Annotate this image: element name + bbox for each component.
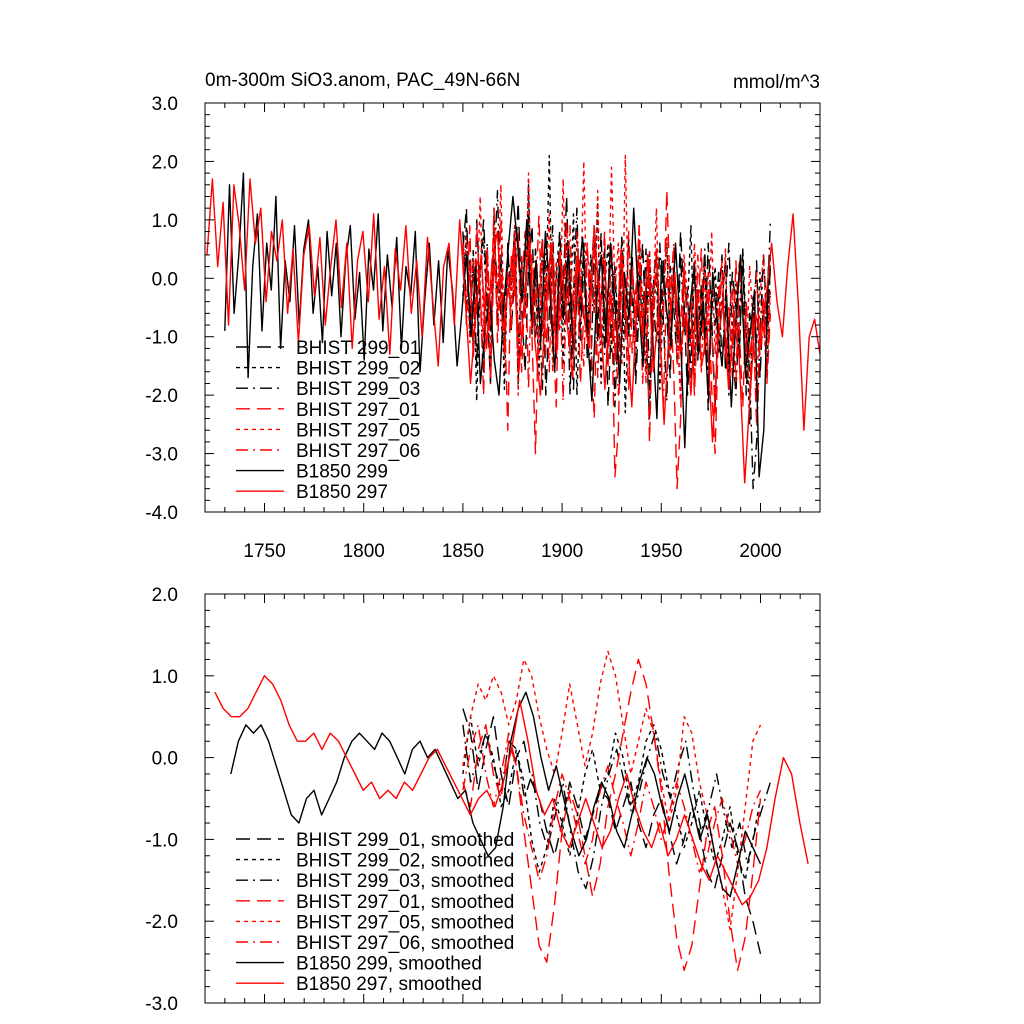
legend-label: BHIST 297_05 [296,420,420,441]
legend-label: BHIST 299_03, smoothed [296,871,514,892]
y-tick-label: 2.0 [152,585,178,606]
y-tick-label: -2.0 [145,386,178,407]
legend-label: B1850 299 [296,462,388,483]
series-layer [206,154,821,490]
chart-units: mmol/m^3 [733,72,820,93]
y-tick-label: 1.0 [152,211,178,232]
y-tick-label: -2.0 [145,912,178,933]
legend-label: BHIST 299_03 [296,379,420,400]
legend-label: B1850 299, smoothed [296,954,482,975]
series-line-5 [462,724,762,881]
legend-label: BHIST 299_02, smoothed [296,851,514,872]
series-line-7 [206,178,821,484]
series-line-7 [214,675,809,906]
bottom-panel: -3.0 -2.0 -1.0 0.0 1.0 2.0 BHIST 299_01, smoo… [145,585,821,1015]
legend-label: BHIST 297_06, smoothed [296,933,514,954]
y-tick-label: -1.0 [145,328,178,349]
x-tick-label: 1800 [343,541,385,562]
y-tick-label: 0.0 [152,269,178,290]
plot-frame [204,593,821,1004]
legend-label: B1850 297 [296,482,388,503]
x-tick-label: 2000 [739,541,781,562]
y-tick-label: 1.0 [152,667,178,688]
y-tick-label: 3.0 [152,94,178,115]
series-line-2 [462,724,772,890]
y-tick-label: 2.0 [152,152,178,173]
series-line-3 [462,189,772,490]
series-line-1 [462,154,772,426]
legend-label: BHIST 297_01 [296,400,420,421]
x-tick-label: 1850 [442,541,484,562]
legend-label: BHIST 299_01 [296,338,420,359]
legend-label: BHIST 297_01, smoothed [296,892,514,913]
series-line-6 [230,691,762,898]
chart-title: 0m-300m SiO3.anom, PAC_49N-66N [205,70,520,91]
y-tick-label: -1.0 [145,830,178,851]
y-tick-label: 0.0 [152,749,178,770]
y-tick-label: -3.0 [145,445,178,466]
top-panel: 0m-300m SiO3.anom, PAC_49N-66N mmol/m^3 … [145,70,821,562]
legend-label: BHIST 299_01, smoothed [296,830,514,851]
x-tick-label: 1750 [243,541,285,562]
legend-label: B1850 297, smoothed [296,974,482,995]
y-tick-label: -3.0 [145,994,178,1015]
series-line-3 [462,658,762,971]
legend-label: BHIST 299_02 [296,359,420,380]
legend-label: BHIST 297_06 [296,441,420,462]
axes: -3.0 -2.0 -1.0 0.0 1.0 2.0 [145,585,821,1015]
x-tick-label: 1900 [541,541,583,562]
plot-frame [204,102,821,513]
axes: 1750 1800 1850 1900 1950 2000 -4.0 -3.0 -2.0 -1.0… [145,94,821,562]
y-tick-label: -4.0 [145,503,178,524]
series-layer [214,650,809,971]
x-tick-label: 1950 [640,541,682,562]
legend-label: BHIST 297_05, smoothed [296,912,514,933]
series-line-0 [462,708,762,955]
